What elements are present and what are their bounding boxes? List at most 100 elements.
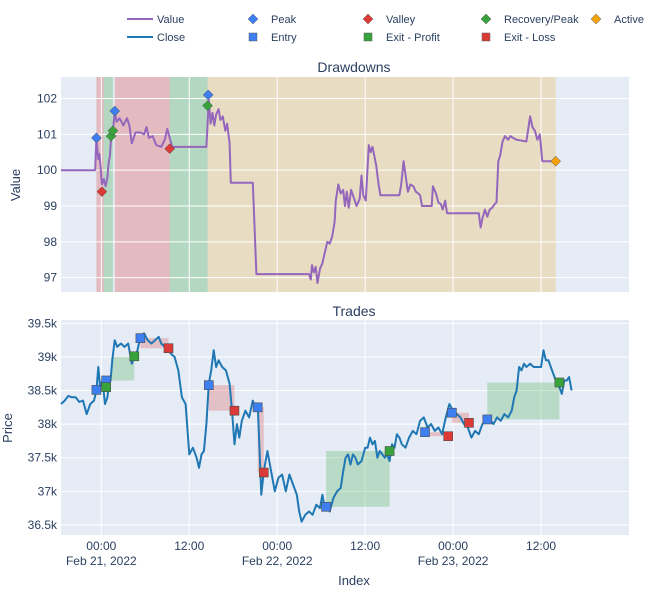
trade-zone-profit: [326, 451, 390, 507]
valley-marker: [164, 143, 176, 155]
trades-y-ticks: 36.5k 37k 37.5k 38k 38.5k 39k 39.5k: [28, 316, 58, 532]
drawdowns-y-ticks: 97 98 99 100 101 102: [37, 92, 57, 285]
x-tick-label: 12:00: [526, 539, 556, 553]
drawdowns-plot-bg: [61, 77, 629, 292]
y-tick-label: 38.5k: [28, 384, 58, 398]
y-tick-label: 36.5k: [28, 518, 58, 532]
entry-marker: [135, 333, 146, 343]
y-tick-label: 37k: [38, 484, 58, 498]
drawdown-zone-decline: [96, 77, 104, 292]
trades-plot-bg: [61, 320, 629, 535]
y-tick-label: 100: [37, 163, 57, 177]
exit-profit-marker: [101, 382, 111, 392]
exit-loss-marker: [229, 405, 240, 416]
legend-label: Peak: [271, 14, 297, 26]
trades-y-axis-title: Price: [0, 413, 15, 443]
value-line-layer: [61, 99, 556, 284]
valley-marker: [96, 186, 108, 198]
x-tick-label: 00:00: [86, 539, 116, 553]
x-tick-date-label: Feb 22, 2022: [242, 554, 313, 568]
legend: Value Close Peak Entry Valley Exit - Profit Re…: [127, 13, 644, 44]
legend-diamond-icon: [590, 13, 602, 25]
peak-marker: [109, 105, 121, 117]
x-tick-label: 00:00: [438, 539, 468, 553]
legend-label: Valley: [386, 14, 416, 26]
legend-item-exit-profit: Exit - Profit: [363, 32, 440, 44]
y-tick-label: 37.5k: [28, 451, 58, 465]
drawdown-zone-decline: [114, 77, 170, 292]
trades-grid: [61, 320, 629, 535]
legend-label: Close: [157, 32, 185, 44]
exit-profit-marker: [129, 351, 140, 362]
legend-item-exit-loss: Exit - Loss: [481, 32, 556, 44]
y-tick-label: 39k: [38, 350, 58, 364]
entry-marker: [420, 427, 430, 438]
trades-title: Trades: [332, 303, 375, 319]
exit-loss-marker: [163, 343, 174, 354]
trade-zone-loss: [425, 432, 449, 437]
y-tick-label: 38k: [38, 417, 58, 431]
trade-zone-loss: [140, 338, 169, 349]
exit-loss-marker: [258, 467, 269, 478]
legend-square-icon: [363, 32, 373, 42]
trade-zone-loss: [257, 407, 264, 473]
legend-label: Exit - Loss: [504, 32, 556, 44]
x-tick-label: 12:00: [350, 539, 380, 553]
y-tick-label: 39.5k: [28, 316, 58, 330]
entry-marker: [482, 414, 493, 425]
x-tick-date-label: Feb 21, 2022: [66, 554, 137, 568]
entry-marker: [321, 501, 331, 512]
active-marker: [550, 155, 562, 167]
legend-diamond-icon: [247, 13, 259, 25]
drawdown-zone-recovery: [103, 77, 113, 292]
entry-marker: [252, 402, 263, 413]
legend-square-icon: [248, 32, 258, 42]
x-tick-label: 00:00: [262, 539, 292, 553]
recovery-peak-marker: [107, 125, 119, 137]
exit-loss-marker: [464, 417, 474, 428]
exit-profit-marker: [554, 377, 565, 388]
x-tick-label: 12:00: [174, 539, 204, 553]
legend-item-recovery-peak: Recovery/Peak: [480, 13, 579, 26]
trade-zones: [98, 338, 560, 507]
drawdowns-grid: [61, 77, 629, 292]
entry-marker: [91, 385, 102, 395]
legend-diamond-icon: [362, 13, 374, 25]
legend-diamond-icon: [480, 13, 492, 25]
x-axis-title: Index: [338, 573, 370, 588]
drawdown-zone-recovery: [169, 77, 208, 292]
drawdowns-y-axis-title: Value: [8, 169, 23, 201]
trade-markers: [91, 333, 565, 512]
drawdowns-title: Drawdowns: [317, 59, 390, 75]
legend-label: Exit - Profit: [386, 32, 440, 44]
y-tick-label: 97: [44, 271, 58, 285]
entry-marker: [204, 380, 214, 390]
legend-label: Value: [157, 14, 184, 26]
legend-square-icon: [481, 32, 491, 42]
value-line: [61, 99, 556, 284]
exit-loss-marker: [443, 431, 454, 442]
drawdown-markers: [91, 89, 562, 198]
x-tick-date-label: Feb 23, 2022: [418, 554, 489, 568]
trade-zone-profit: [487, 382, 560, 420]
entry-marker: [447, 407, 457, 418]
legend-item-peak: Peak: [247, 13, 297, 26]
peak-marker: [91, 132, 102, 144]
y-tick-label: 101: [37, 127, 57, 141]
legend-label: Entry: [271, 32, 297, 44]
legend-item-value: Value: [127, 14, 184, 26]
peak-marker: [202, 89, 214, 101]
legend-label: Recovery/Peak: [504, 14, 579, 26]
legend-item-entry: Entry: [248, 32, 297, 44]
trade-zone-profit: [111, 356, 135, 381]
y-tick-label: 99: [44, 199, 58, 213]
legend-item-active: Active: [590, 13, 644, 26]
y-tick-label: 98: [44, 235, 58, 249]
y-tick-label: 102: [37, 92, 57, 106]
legend-item-valley: Valley: [362, 13, 416, 26]
recovery-peak-marker: [202, 100, 213, 112]
legend-item-close: Close: [127, 32, 185, 44]
drawdown-zone-active: [207, 77, 556, 292]
